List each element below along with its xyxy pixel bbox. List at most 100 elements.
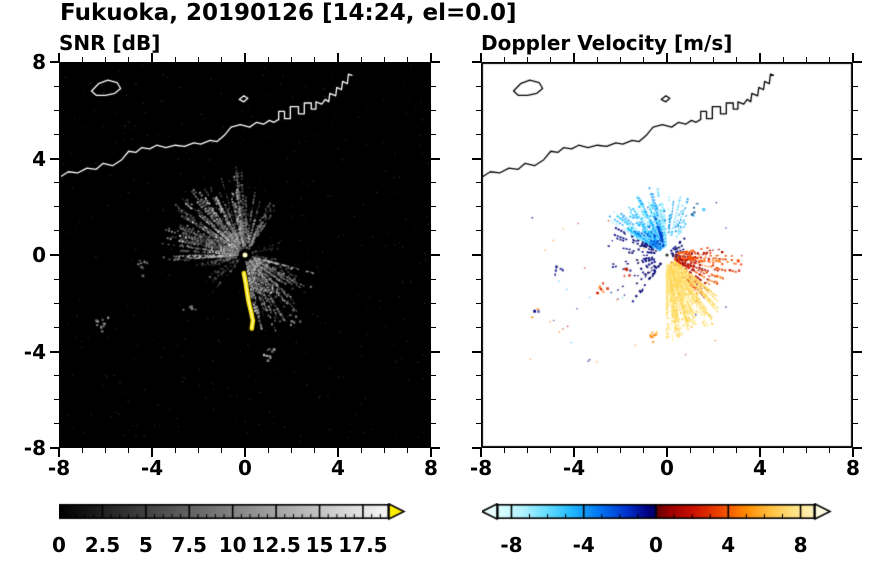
axis-tick bbox=[360, 57, 362, 62]
axis-tick bbox=[54, 326, 59, 328]
x-tick-label: 0 bbox=[660, 456, 674, 480]
axis-tick bbox=[596, 448, 598, 453]
axis-tick bbox=[782, 57, 784, 62]
snr-ppi-canvas bbox=[59, 62, 431, 448]
colorbar-tick-label: 10 bbox=[218, 533, 247, 557]
y-tick-label: 8 bbox=[32, 50, 46, 74]
axis-tick bbox=[54, 399, 59, 401]
axis-tick bbox=[472, 350, 481, 353]
axis-tick bbox=[430, 448, 432, 457]
axis-tick bbox=[431, 157, 440, 160]
x-tick-label: 4 bbox=[331, 456, 345, 480]
axis-tick bbox=[291, 448, 292, 453]
axis-tick bbox=[853, 85, 858, 87]
axis-tick bbox=[853, 423, 858, 425]
axis-tick bbox=[527, 448, 528, 453]
axis-tick bbox=[806, 57, 807, 62]
axis-tick bbox=[853, 278, 858, 280]
axis-tick bbox=[221, 448, 223, 453]
colorbar-tick-label: 4 bbox=[721, 533, 736, 557]
axis-tick bbox=[431, 423, 436, 425]
axis-tick bbox=[54, 133, 59, 135]
axis-tick bbox=[853, 157, 862, 160]
axis-tick bbox=[476, 399, 481, 401]
axis-tick bbox=[291, 57, 292, 62]
axis-tick bbox=[476, 109, 481, 111]
axis-tick bbox=[643, 448, 645, 453]
x-tick-label: 8 bbox=[846, 456, 860, 480]
axis-tick bbox=[431, 375, 436, 377]
axis-tick bbox=[54, 206, 59, 208]
axis-tick bbox=[407, 57, 409, 62]
axis-tick bbox=[244, 448, 246, 457]
snr-colorbar bbox=[59, 503, 411, 523]
axis-tick bbox=[431, 109, 436, 111]
axis-tick bbox=[360, 448, 362, 453]
snr-panel-title: SNR [dB] bbox=[59, 31, 161, 55]
axis-tick bbox=[50, 61, 59, 63]
axis-tick bbox=[806, 448, 807, 453]
axis-tick bbox=[853, 254, 862, 256]
axis-tick bbox=[407, 448, 409, 453]
axis-tick bbox=[54, 302, 59, 304]
axis-tick bbox=[337, 53, 339, 62]
axis-tick bbox=[174, 57, 176, 62]
axis-tick bbox=[314, 57, 316, 62]
axis-tick bbox=[198, 57, 199, 62]
axis-tick bbox=[105, 448, 106, 453]
axis-tick bbox=[50, 350, 59, 353]
axis-tick bbox=[151, 448, 153, 457]
axis-tick bbox=[472, 254, 481, 256]
axis-tick bbox=[314, 448, 316, 453]
x-tick-label: -4 bbox=[140, 456, 164, 480]
axis-tick bbox=[596, 57, 598, 62]
axis-tick bbox=[476, 133, 481, 135]
figure-title: Fukuoka, 20190126 [14:24, el=0.0] bbox=[60, 0, 517, 26]
axis-tick bbox=[50, 254, 59, 256]
axis-tick bbox=[58, 448, 60, 457]
axis-tick bbox=[476, 206, 481, 208]
axis-tick bbox=[480, 53, 482, 62]
y-tick-label: -8 bbox=[23, 436, 46, 460]
colorbar-tick-label: -8 bbox=[500, 533, 523, 557]
axis-tick bbox=[503, 448, 505, 453]
axis-tick bbox=[829, 57, 831, 62]
axis-tick bbox=[643, 57, 645, 62]
axis-tick bbox=[431, 447, 440, 449]
axis-tick bbox=[853, 302, 858, 304]
axis-tick bbox=[476, 375, 481, 377]
axis-tick bbox=[476, 302, 481, 304]
axis-tick bbox=[853, 206, 858, 208]
axis-tick bbox=[431, 350, 440, 353]
axis-tick bbox=[267, 57, 269, 62]
axis-tick bbox=[550, 57, 552, 62]
axis-tick bbox=[852, 53, 854, 62]
axis-tick bbox=[527, 57, 528, 62]
axis-tick bbox=[431, 326, 436, 328]
axis-tick bbox=[472, 61, 481, 63]
colorbar-tick-label: 7.5 bbox=[171, 533, 207, 557]
y-tick-label: 0 bbox=[32, 243, 46, 267]
colorbar-tick-label: 0 bbox=[649, 533, 663, 557]
doppler-colorbar bbox=[482, 503, 832, 523]
axis-tick bbox=[81, 448, 83, 453]
axis-tick bbox=[713, 448, 714, 453]
x-tick-label: -8 bbox=[47, 456, 71, 480]
axis-tick bbox=[337, 448, 339, 457]
x-tick-label: -4 bbox=[562, 456, 586, 480]
axis-tick bbox=[713, 57, 714, 62]
x-tick-label: -8 bbox=[469, 456, 493, 480]
axis-tick bbox=[54, 109, 59, 111]
axis-tick bbox=[50, 157, 59, 160]
axis-tick bbox=[221, 57, 223, 62]
axis-tick bbox=[384, 448, 385, 453]
axis-tick bbox=[151, 53, 153, 62]
doppler-ppi-canvas bbox=[481, 62, 853, 448]
axis-tick bbox=[267, 448, 269, 453]
axis-tick bbox=[472, 447, 481, 449]
axis-tick bbox=[853, 182, 858, 184]
axis-tick bbox=[782, 448, 784, 453]
axis-tick bbox=[736, 57, 738, 62]
axis-tick bbox=[244, 53, 246, 62]
